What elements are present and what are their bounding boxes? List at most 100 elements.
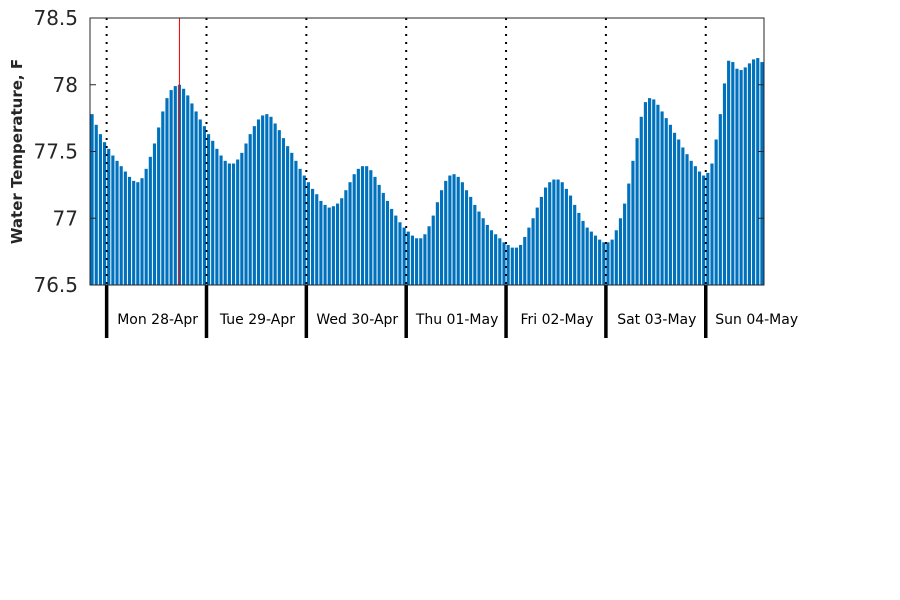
temperature-bar <box>294 160 298 285</box>
temperature-bar <box>190 103 194 285</box>
temperature-bar <box>677 139 681 285</box>
temperature-bar <box>360 166 365 285</box>
temperature-bar <box>265 114 269 286</box>
temperature-bar <box>173 86 177 285</box>
temperature-bar <box>169 90 173 285</box>
temperature-bar <box>481 218 485 285</box>
temperature-bar <box>581 220 585 285</box>
temperature-bar <box>148 156 152 285</box>
temperature-bar <box>102 142 107 285</box>
temperature-bar <box>606 242 610 285</box>
temperature-bar <box>602 242 606 285</box>
temperature-bar <box>98 134 102 285</box>
temperature-bar <box>494 234 498 285</box>
day-label: Sat 03-May <box>617 312 696 328</box>
temperature-bar <box>356 168 360 285</box>
temperature-bar <box>119 166 123 285</box>
temperature-bar <box>631 160 635 285</box>
temperature-bar <box>390 208 394 285</box>
temperature-bar <box>439 190 444 285</box>
temperature-bar <box>344 190 348 285</box>
temperature-bar <box>727 60 731 285</box>
temperature-bar <box>548 182 552 285</box>
y-axis-ticks <box>90 17 764 286</box>
temperature-bar <box>423 234 427 285</box>
temperature-bar <box>456 176 460 285</box>
temperature-bar <box>136 182 140 285</box>
temperature-bar <box>531 218 535 285</box>
temperature-bar <box>519 244 523 285</box>
temperature-bar <box>369 170 373 285</box>
temperature-bar <box>194 111 198 285</box>
temperature-bar <box>415 238 419 285</box>
temperature-bar <box>427 226 431 285</box>
temperature-bar <box>568 195 573 285</box>
temperature-bar <box>107 148 111 285</box>
day-label: Sun 04-May <box>715 312 798 328</box>
temperature-bar <box>643 102 647 285</box>
temperature-bar <box>444 180 448 285</box>
temperature-bar <box>269 116 273 285</box>
temperature-bar <box>435 202 439 285</box>
day-label: Tue 29-Apr <box>219 312 295 328</box>
temperature-bar <box>573 204 577 285</box>
temperature-bar <box>206 134 211 285</box>
temperature-bar <box>140 178 144 285</box>
temperature-bar <box>627 183 631 285</box>
temperature-bar <box>735 68 739 285</box>
temperature-bar <box>111 155 115 285</box>
temperature-bar <box>319 200 323 285</box>
temperature-bar <box>419 238 423 285</box>
day-label: Thu 01-May <box>415 312 499 328</box>
temperature-bar <box>756 58 760 285</box>
temperature-bar <box>227 163 231 285</box>
temperature-bar <box>664 118 668 286</box>
temperature-bar <box>527 227 531 285</box>
temperature-bar <box>273 123 277 285</box>
y-tick-label: 77.5 <box>33 140 78 164</box>
temperature-bar <box>277 130 281 285</box>
temperature-bar <box>697 171 702 285</box>
temperature-bar <box>406 231 410 285</box>
temperature-bar <box>660 111 664 285</box>
day-separators <box>104 18 708 338</box>
temperature-bar <box>539 196 543 285</box>
y-tick-label: 78.5 <box>33 6 78 30</box>
y-tick-label: 78 <box>53 73 78 97</box>
temperature-bar <box>236 159 240 285</box>
temperature-bar <box>340 198 344 285</box>
temperature-bar <box>261 115 265 286</box>
temperature-bar <box>352 174 356 285</box>
temperature-bar <box>477 211 481 285</box>
temperature-bar <box>556 179 560 285</box>
temperature-bar <box>398 222 402 285</box>
temperature-bar <box>552 179 556 285</box>
temperature-bar <box>564 188 568 285</box>
temperature-bar <box>498 238 502 285</box>
y-axis-tick-labels: 76.5 77 77.5 78 78.5 <box>33 6 78 297</box>
temperature-bar <box>256 119 261 286</box>
temperature-bar <box>614 230 618 285</box>
temperature-bar <box>306 182 310 285</box>
temperature-bar <box>543 187 548 285</box>
temperature-bar <box>731 62 735 285</box>
day-label: Wed 30-Apr <box>316 312 398 328</box>
temperature-bar <box>365 166 369 285</box>
temperature-bar <box>598 239 602 285</box>
temperature-bar <box>710 163 714 285</box>
temperature-bar <box>90 114 94 286</box>
x-axis-day-labels: Mon 28-Apr Tue 29-Apr Wed 30-Apr Thu 01-May… <box>117 312 798 328</box>
temperature-bar <box>648 98 652 285</box>
temperature-bar <box>298 168 302 285</box>
temperature-bar <box>685 154 689 285</box>
temperature-bar <box>248 134 252 285</box>
temperature-bar <box>652 99 656 286</box>
day-label: Fri 02-May <box>521 312 594 328</box>
y-axis-label: Water Temperature, F <box>8 59 26 244</box>
temperature-bar <box>223 160 227 285</box>
temperature-bar <box>323 204 327 285</box>
temperature-bar <box>402 227 406 285</box>
temperature-bar <box>693 166 697 285</box>
temperature-bar <box>144 168 148 285</box>
